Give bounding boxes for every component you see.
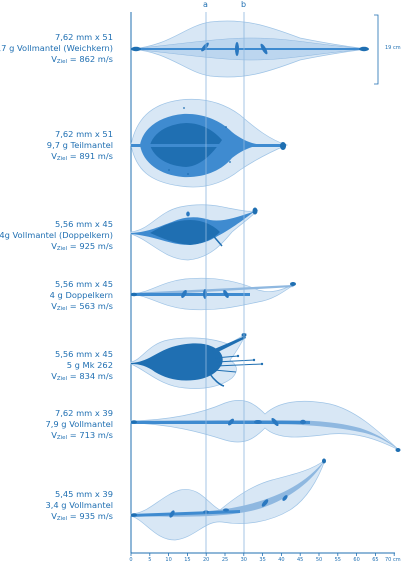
- scale-label: 19 cm: [385, 45, 401, 51]
- axis-tick-label: 10: [165, 557, 172, 563]
- axis-tick-label: 55: [334, 557, 341, 563]
- axis-tick-label: 25: [221, 557, 229, 563]
- wound-channel-1: [130, 20, 369, 78]
- case-label-7: 5,45 mm x 39 3,4 g Vollmantel VZiel = 93…: [45, 489, 113, 522]
- reference-label-b: b: [241, 0, 247, 9]
- scale-bracket: [374, 14, 379, 85]
- axis-tick-label: 50: [315, 557, 323, 563]
- bottom-axis: [130, 552, 395, 556]
- axis-tick-label: 60: [353, 557, 360, 563]
- axis-tick-label: 30: [240, 557, 247, 563]
- wound-channel-6: [130, 400, 401, 452]
- axis-tick-label: 0: [129, 557, 133, 563]
- axis-tick-label: 15: [184, 557, 191, 563]
- case-label-6: 7,62 mm x 39 7,9 g Vollmantel VZiel = 71…: [45, 408, 113, 441]
- reference-label-a: a: [203, 0, 208, 9]
- axis-tick-label: 45: [297, 557, 304, 563]
- wound-channel-3: [130, 204, 259, 261]
- axis-tick-label: 65: [372, 557, 379, 563]
- axis-tick-label: 5: [148, 557, 152, 563]
- case-label-1: 7,62 mm x 51 9,7 g Vollmantel (Weichkern…: [0, 32, 113, 65]
- wound-channel-7: [130, 458, 326, 541]
- axis-tick-label: 35: [259, 557, 266, 563]
- case-label-3: 5,56 mm x 45 4g Vollmantel (Doppelkern) …: [0, 219, 113, 252]
- axis-tick-label-last: 70 cm: [385, 557, 401, 563]
- wound-channel-5: [130, 333, 264, 389]
- case-label-4: 5,56 mm x 45 4 g Doppelkern VZiel = 563 …: [49, 279, 113, 312]
- axis-tick-label: 40: [278, 557, 285, 563]
- wound-channel-2: [130, 99, 289, 188]
- case-label-5: 5,56 mm x 45 5 g Mk 262 VZiel = 834 m/s: [51, 349, 113, 382]
- case-label-2: 7,62 mm x 51 9,7 g Teilmantel VZiel = 89…: [46, 129, 113, 162]
- axis-tick-label: 20: [203, 557, 210, 563]
- wound-channel-4: [130, 277, 296, 311]
